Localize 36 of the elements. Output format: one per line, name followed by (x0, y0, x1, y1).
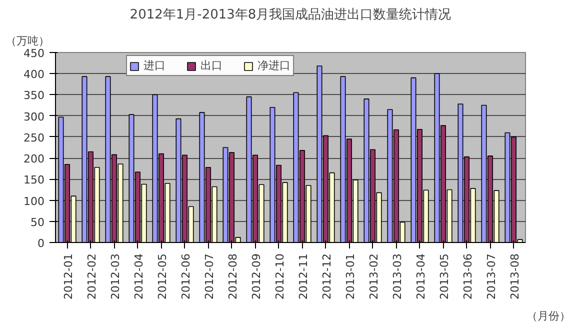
legend-label: 出口 (200, 58, 222, 73)
x-tick-label: 2012-01 (62, 253, 75, 300)
x-tick-label: 2012-06 (179, 253, 192, 300)
legend-label: 净进口 (258, 58, 290, 73)
x-tick-label: 2012-11 (296, 253, 310, 300)
y-tick-label: 150 (24, 174, 45, 187)
x-tick-label: 2012-09 (250, 253, 263, 300)
x-tick-label: 2013-01 (344, 253, 357, 300)
y-axis-title: （万吨） (6, 34, 50, 48)
y-tick-label: 250 (24, 131, 45, 144)
y-tick-label: 300 (24, 110, 45, 124)
y-tick-label: 450 (24, 47, 45, 60)
x-tick-label: 2012-03 (108, 253, 122, 300)
x-tick-label: 2013-08 (508, 253, 522, 300)
x-tick-label: 2013-05 (438, 253, 451, 300)
x-tick-label: 2012-02 (85, 253, 98, 300)
x-tick-label: 2012-07 (202, 253, 216, 300)
x-tick-label: 2012-04 (132, 253, 146, 300)
x-tick-label: 2013-03 (390, 253, 404, 300)
x-tick-label: 2012-08 (226, 253, 240, 300)
x-tick-label: 2012-05 (156, 253, 169, 300)
x-tick-label: 2013-07 (484, 253, 498, 300)
y-tick-label: 100 (24, 194, 45, 208)
y-tick-label: 50 (30, 216, 45, 229)
x-axis-title: （月份） (526, 310, 570, 322)
x-tick-label: 2013-04 (414, 253, 428, 300)
y-tick-label: 400 (24, 68, 45, 82)
y-tick-label: 0 (38, 237, 44, 250)
chart-title: 2012年1月-2013年8月我国成品油进出口数量统计情况 (130, 8, 452, 22)
x-tick-label: 2012-12 (320, 253, 334, 300)
x-tick-label: 2012-10 (273, 253, 286, 300)
y-tick-label: 200 (24, 152, 45, 166)
y-tick-label: 350 (24, 89, 45, 102)
x-tick-label: 2013-02 (367, 253, 380, 300)
x-tick-label: 2013-06 (461, 253, 474, 300)
legend-label: 进口 (144, 58, 166, 73)
